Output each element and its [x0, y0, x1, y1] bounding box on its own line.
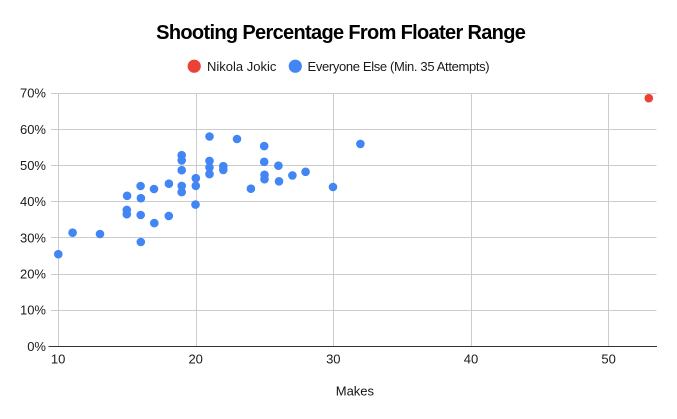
svg-text:10: 10: [51, 352, 65, 367]
svg-text:50%: 50%: [20, 158, 46, 173]
svg-text:20: 20: [188, 352, 202, 367]
svg-text:70%: 70%: [20, 86, 46, 101]
svg-text:40%: 40%: [20, 194, 46, 209]
svg-text:20%: 20%: [20, 267, 46, 282]
svg-text:50: 50: [601, 352, 615, 367]
svg-text:60%: 60%: [20, 122, 46, 137]
svg-text:Shooting Percentage From Float: Shooting Percentage From Floater Range: [156, 22, 526, 44]
svg-text:Nikola Jokic: Nikola Jokic: [207, 59, 277, 74]
svg-text:0%: 0%: [27, 339, 46, 354]
svg-text:40: 40: [464, 352, 478, 367]
svg-text:Makes: Makes: [336, 384, 375, 399]
svg-text:Everyone Else (Min. 35 Attempt: Everyone Else (Min. 35 Attempts): [308, 59, 490, 74]
svg-text:30: 30: [326, 352, 340, 367]
svg-text:10%: 10%: [20, 303, 46, 318]
svg-text:30%: 30%: [20, 230, 46, 245]
